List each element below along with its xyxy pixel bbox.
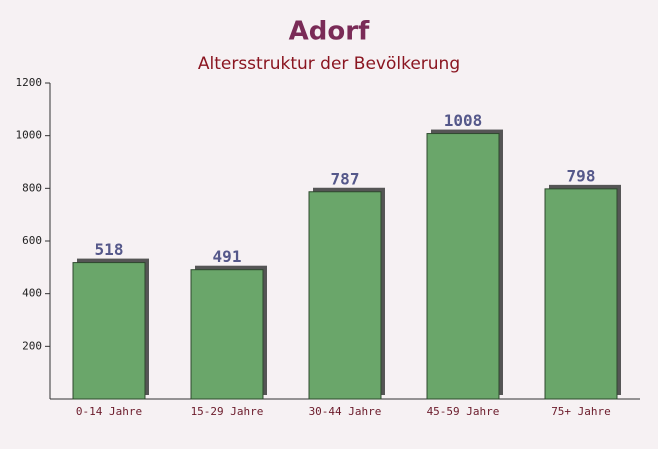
y-tick-label: 200 [22, 339, 42, 352]
y-tick-label: 600 [22, 234, 42, 247]
value-label: 491 [213, 247, 242, 266]
bar [426, 133, 500, 400]
value-label: 787 [331, 169, 360, 188]
chart-subtitle: Altersstruktur der Bevölkerung [198, 54, 460, 74]
y-tick-label: 800 [22, 181, 42, 194]
x-tick-label: 15-29 Jahre [191, 405, 264, 418]
y-tick-label: 1200 [16, 76, 43, 89]
bar [190, 269, 264, 400]
x-tick-label: 30-44 Jahre [309, 405, 382, 418]
y-tick-label: 1000 [16, 129, 43, 142]
y-tick-label: 400 [22, 287, 42, 300]
chart-title: Adorf [289, 17, 370, 47]
value-label: 798 [567, 166, 596, 185]
x-tick-label: 45-59 Jahre [427, 405, 500, 418]
bar [72, 262, 146, 400]
value-label: 1008 [444, 111, 483, 130]
value-label: 518 [95, 240, 124, 259]
x-tick-label: 75+ Jahre [551, 405, 611, 418]
bar [544, 188, 618, 400]
x-tick-label: 0-14 Jahre [76, 405, 142, 418]
bar [308, 191, 382, 400]
